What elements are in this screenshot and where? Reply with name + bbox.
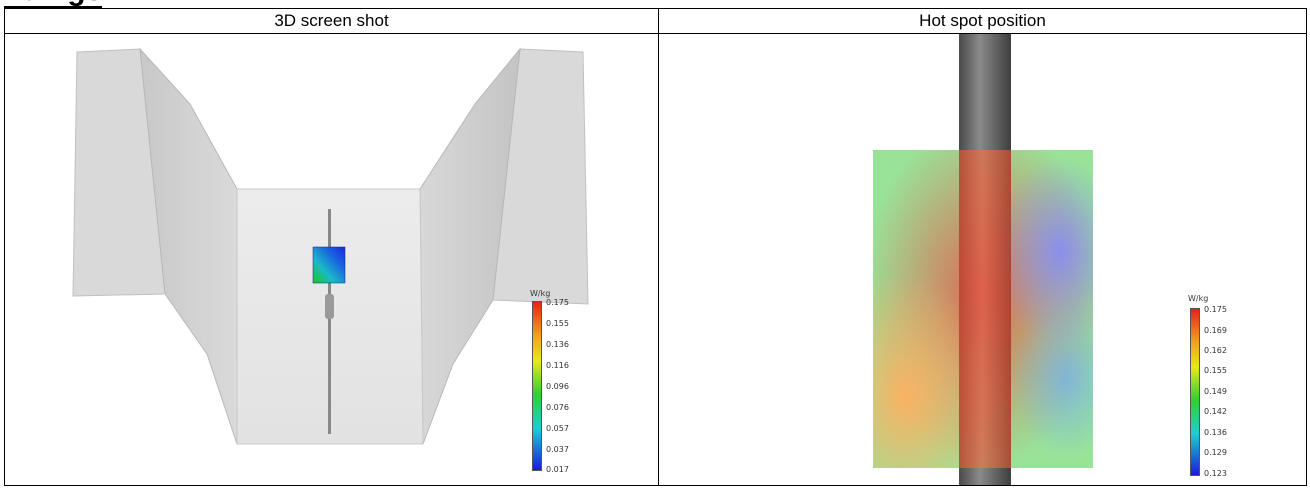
legend-unit-right: W/kg: [1188, 294, 1209, 303]
legend-unit-left: W/kg: [530, 289, 551, 298]
legend-tick: 0.076: [546, 403, 569, 412]
legend-tick: 0.037: [546, 445, 569, 454]
dipole-feed: [325, 294, 334, 319]
legend-tick: 0.169: [1204, 326, 1227, 335]
legend-color-bar-left: [532, 301, 542, 471]
legend-tick: 0.017: [546, 465, 569, 474]
legend-tick: 0.136: [546, 340, 569, 349]
legend-tick: 0.057: [546, 424, 569, 433]
legend-tick: 0.142: [1204, 407, 1227, 416]
legend-tick: 0.129: [1204, 448, 1227, 457]
legend-tick: 0.155: [546, 319, 569, 328]
hotspot-cube: [312, 246, 346, 284]
column-header-3d-screenshot: 3D screen shot: [5, 9, 658, 34]
legend-color-bar-right: [1190, 308, 1200, 476]
column-3d-screenshot: 3D screen shot: [5, 9, 659, 485]
legend-tick: 0.155: [1204, 366, 1227, 375]
column-hot-spot-position: Hot spot position: [659, 9, 1306, 485]
legend-tick: 0.136: [1204, 428, 1227, 437]
legend-tick: 0.175: [546, 298, 569, 307]
phantom-render: [72, 47, 589, 445]
hotspot-view: W/kg 0.175 0.169 0.162 0.155 0.149 0.142…: [659, 34, 1306, 485]
sar-color-legend-right: W/kg 0.175 0.169 0.162 0.155 0.149 0.142…: [1188, 289, 1250, 479]
sar-color-legend-left: W/kg 0.175 0.155 0.136 0.116 0.096 0.076…: [530, 289, 592, 474]
sar-scan-area: [873, 150, 1093, 468]
results-table: 3D screen shot: [4, 8, 1307, 486]
legend-tick: 0.162: [1204, 346, 1227, 355]
column-header-hot-spot-position: Hot spot position: [659, 9, 1306, 34]
legend-tick: 0.123: [1204, 469, 1227, 478]
legend-tick: 0.116: [546, 361, 569, 370]
legend-tick: 0.175: [1204, 305, 1227, 314]
dipole-rod: [328, 209, 331, 434]
legend-tick: 0.096: [546, 382, 569, 391]
phantom-3d-view: W/kg 0.175 0.155 0.136 0.116 0.096 0.076…: [5, 34, 658, 485]
hotspot-render: [873, 34, 1093, 485]
legend-tick: 0.149: [1204, 387, 1227, 396]
